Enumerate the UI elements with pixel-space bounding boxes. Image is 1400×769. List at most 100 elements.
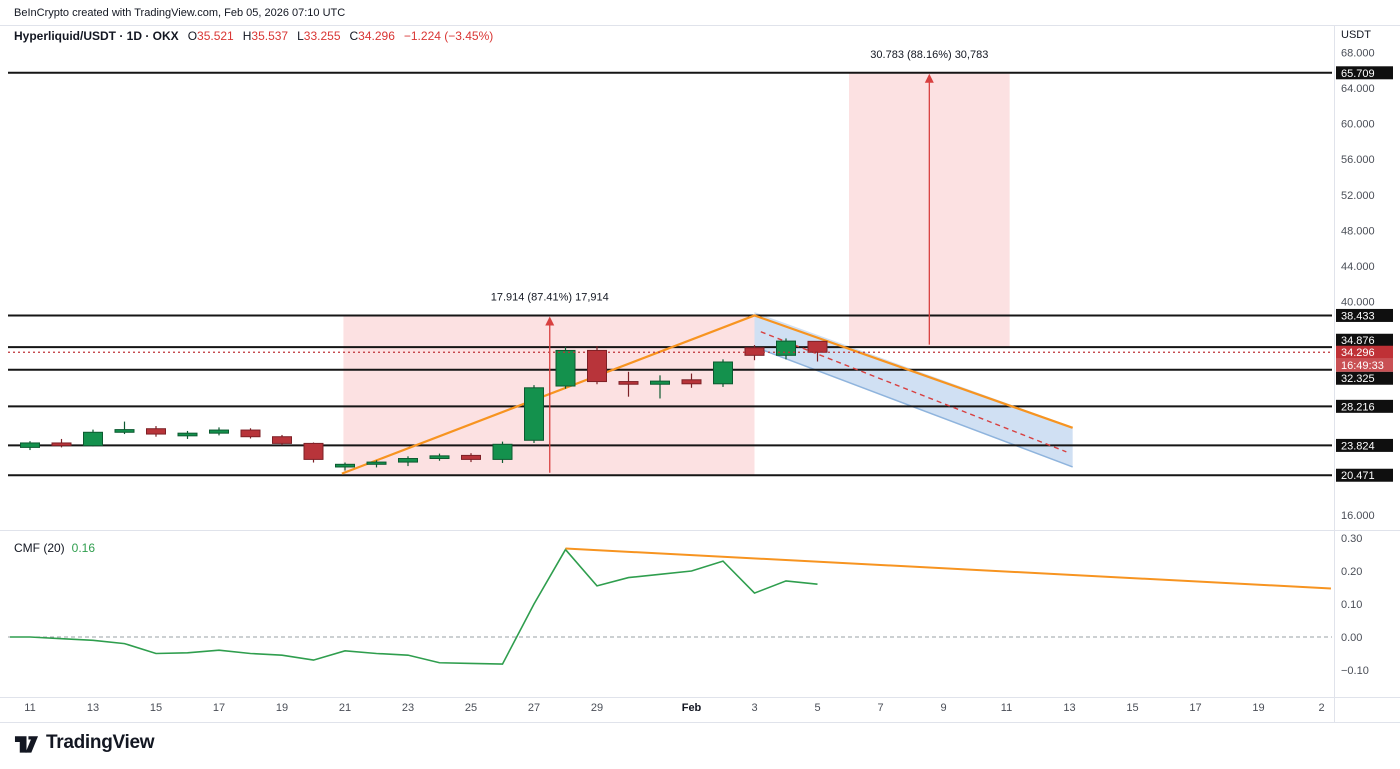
time-tick-label: 5 — [814, 702, 820, 714]
candle-up — [492, 443, 513, 460]
level-badge-label: 20.471 — [1341, 470, 1375, 482]
price-tick-label: 60.000 — [1341, 119, 1375, 131]
time-tick-label: 27 — [528, 702, 540, 714]
candle-up — [83, 431, 103, 447]
candle-up — [335, 463, 355, 468]
symbol-legend[interactable]: Hyperliquid/USDT · 1D · OKX O35.521 H35.53… — [14, 29, 493, 43]
level-badge-label: 32.325 — [1341, 373, 1375, 385]
high-value: 35.537 — [251, 29, 289, 43]
candle-up — [713, 361, 733, 385]
price-tick-label: 52.000 — [1341, 190, 1375, 202]
symbol-title: Hyperliquid/USDT · 1D · OKX — [14, 29, 179, 43]
candle-up — [524, 387, 544, 441]
time-tick-label: 25 — [465, 702, 477, 714]
time-tick-label: 15 — [150, 702, 162, 714]
time-tick-label: 15 — [1126, 702, 1138, 714]
attribution-text: BeInCrypto created with TradingView.com,… — [14, 7, 346, 19]
indicator-value: 0.16 — [71, 541, 96, 555]
time-tick-label: 23 — [402, 702, 414, 714]
price-tick-label: 40.000 — [1341, 297, 1375, 309]
time-tick-label: 17 — [213, 702, 225, 714]
close-label: C — [349, 29, 359, 43]
candle-up — [650, 380, 670, 385]
measure-label: 17.914 (87.41%) 17,914 — [491, 291, 609, 303]
candle-up — [114, 429, 135, 433]
time-tick-label: 3 — [751, 702, 757, 714]
indicator-legend[interactable]: CMF (20) 0.16 — [14, 541, 95, 555]
level-badge-label: 65.709 — [1341, 68, 1375, 80]
time-tick-label: 7 — [877, 702, 883, 714]
high-label: H — [242, 29, 252, 43]
candle-up — [20, 442, 40, 448]
measure-arrowhead — [545, 316, 555, 326]
cmf-trendline[interactable] — [565, 547, 1332, 590]
open-value: 35.521 — [197, 29, 234, 43]
tradingview-logo[interactable]: TradingView — [14, 732, 155, 754]
candle-up — [776, 340, 796, 356]
low-label: L — [297, 29, 304, 43]
level-badge-label: 28.216 — [1341, 401, 1375, 413]
price-tick-label: 44.000 — [1341, 261, 1375, 273]
cmf-tick-label: 0.20 — [1341, 566, 1362, 578]
measure-label: 30.783 (88.16%) 30,783 — [870, 49, 988, 61]
close-value: 34.296 — [358, 29, 395, 43]
price-tick-label: 48.000 — [1341, 225, 1375, 237]
candle-up — [398, 458, 418, 463]
indicator-title: CMF (20) — [14, 541, 65, 555]
cmf-tick-label: 0.30 — [1341, 533, 1362, 545]
time-tick-label: 9 — [940, 702, 946, 714]
candle-up — [366, 461, 387, 465]
level-badge-label: 23.824 — [1341, 440, 1375, 452]
parallel-channel[interactable] — [754, 312, 1073, 467]
candle-down — [807, 340, 828, 353]
time-tick-label: 21 — [339, 702, 351, 714]
candle-down — [618, 381, 639, 385]
level-badge — [1336, 333, 1393, 347]
axis-currency-label: USDT — [1341, 29, 1371, 41]
cmf-tick-label: 0.00 — [1341, 632, 1362, 644]
cmf-line — [10, 548, 818, 665]
time-tick-label: 29 — [591, 702, 603, 714]
candle-down — [587, 349, 607, 383]
time-tick-label: 19 — [276, 702, 288, 714]
level-badge — [1336, 66, 1393, 80]
countdown-label: 16:49:33 — [1341, 360, 1384, 372]
candle-up — [177, 432, 198, 437]
level-badge-label: 38.433 — [1341, 310, 1375, 322]
measure-arrowhead — [924, 73, 934, 83]
level-badge-label: 34.876 — [1341, 335, 1375, 347]
time-tick-label: 17 — [1189, 702, 1201, 714]
price-badge-label: 34.296 — [1341, 347, 1375, 359]
candle-down — [272, 436, 292, 444]
trendline[interactable] — [341, 314, 1074, 475]
time-tick-label: Feb — [682, 702, 702, 714]
cmf-tick-label: 0.10 — [1341, 599, 1362, 611]
time-tick-label: 13 — [87, 702, 99, 714]
level-badge — [1336, 438, 1393, 452]
level-badge — [1336, 468, 1393, 482]
price-tick-label: 56.000 — [1341, 154, 1375, 166]
level-badge — [1336, 308, 1393, 322]
tradingview-logo-icon — [14, 736, 39, 753]
time-tick-label: 11 — [24, 702, 35, 714]
low-value: 33.255 — [303, 29, 341, 43]
level-badge — [1336, 399, 1393, 413]
candle-down — [146, 428, 166, 435]
price-badge — [1336, 345, 1393, 359]
level-badge — [1336, 371, 1393, 385]
candle-up — [555, 349, 576, 387]
candle-up — [429, 455, 450, 460]
candle-down — [240, 429, 261, 438]
candle-down — [744, 347, 765, 356]
candle-down — [303, 442, 324, 460]
change-value: −1.224 (−3.45%) — [403, 29, 494, 43]
candle-down — [461, 454, 481, 460]
price-tick-label: 68.000 — [1341, 47, 1375, 59]
time-tick-label: 19 — [1252, 702, 1264, 714]
open-label: O — [187, 29, 198, 43]
price-tick-label: 16.000 — [1341, 510, 1375, 522]
channel-median — [760, 331, 1067, 453]
time-tick-label: 2 — [1318, 702, 1324, 714]
